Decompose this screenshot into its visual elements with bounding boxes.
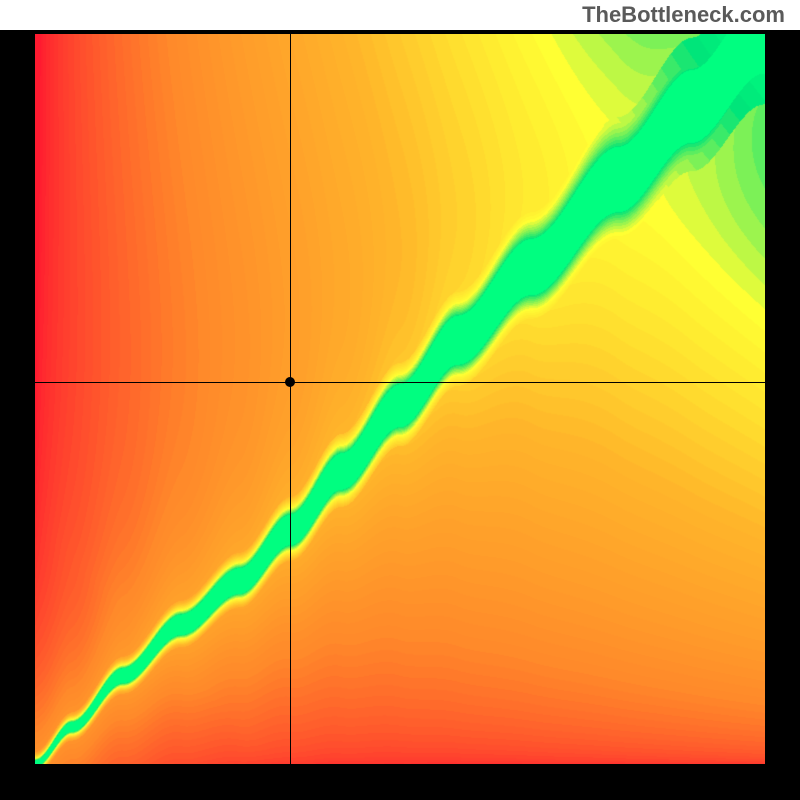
watermark-text: TheBottleneck.com xyxy=(582,2,785,28)
crosshair-horizontal xyxy=(35,382,765,383)
crosshair-marker xyxy=(285,377,295,387)
crosshair-vertical xyxy=(290,34,291,764)
root: TheBottleneck.com xyxy=(0,0,800,800)
bottleneck-heatmap xyxy=(35,34,765,764)
